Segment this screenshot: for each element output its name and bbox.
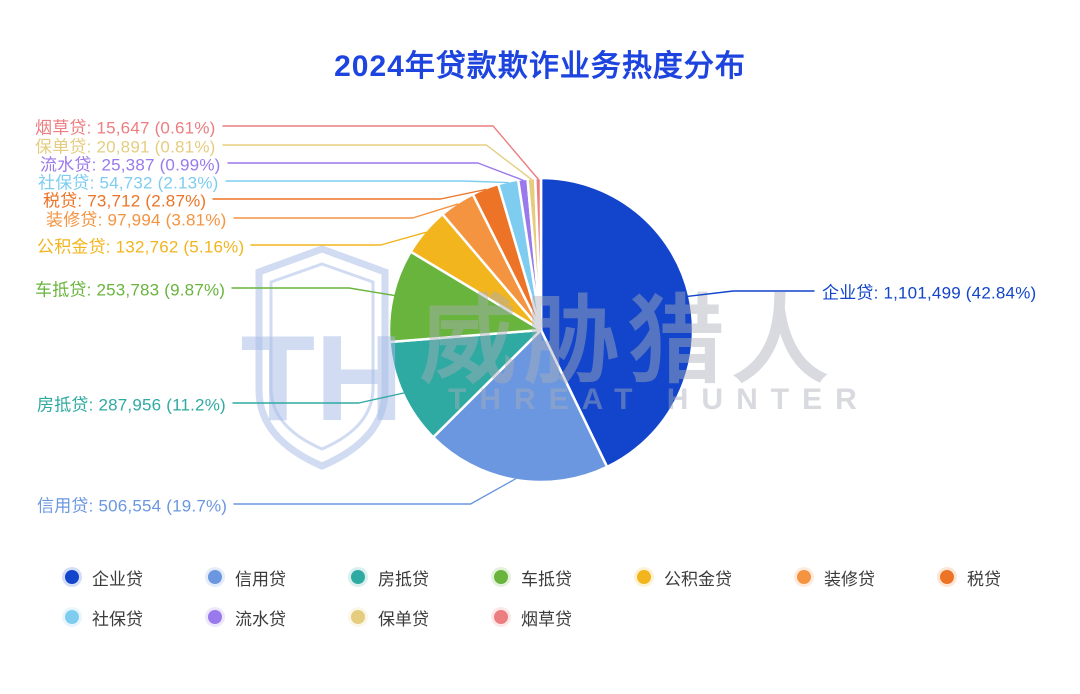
legend-label: 车抵贷 — [521, 569, 572, 589]
label-line-7 — [225, 180, 509, 184]
legend-dot — [351, 610, 365, 624]
slice-label-7: 社保贷: 54,732 (2.13%) — [38, 173, 219, 193]
legend-dot — [65, 570, 79, 584]
legend-dot — [208, 610, 222, 624]
legend-label: 烟草贷 — [521, 609, 572, 629]
legend-item-2[interactable]: 房抵贷 — [351, 565, 429, 590]
legend-row: 企业贷 信用贷 房抵贷 车抵贷 公积金贷 装修贷 税贷 — [0, 557, 1080, 597]
legend-dot — [494, 570, 508, 584]
legend-item-6[interactable]: 税贷 — [940, 565, 1001, 590]
slice-label-1: 信用贷: 506,554 (19.7%) — [37, 496, 228, 516]
chart-title: 2024年贷款欺诈业务热度分布 — [334, 50, 746, 83]
pie-slice-1[interactable] — [431, 328, 609, 484]
slice-label-8: 流水贷: 25,387 (0.99%) — [40, 155, 221, 175]
legend-item-1[interactable]: 信用贷 — [208, 565, 286, 590]
slice-label-5: 装修贷: 97,994 (3.81%) — [46, 210, 227, 230]
legend-label: 装修贷 — [824, 569, 875, 589]
legend-label: 企业贷 — [92, 569, 143, 589]
legend-dot — [797, 570, 811, 584]
label-line-9 — [222, 144, 533, 181]
label-line-2 — [232, 392, 405, 404]
legend-dot — [351, 570, 365, 584]
legend-item-8[interactable]: 流水贷 — [208, 605, 286, 630]
label-line-3 — [231, 287, 395, 297]
slice-label-4: 公积金贷: 132,762 (5.16%) — [37, 237, 245, 257]
watermark-shield-inner — [269, 262, 375, 451]
legend-label: 流水贷 — [235, 609, 286, 629]
legend-label: 房抵贷 — [378, 569, 429, 589]
watermark-shield-outline — [255, 245, 389, 470]
legend-item-7[interactable]: 社保贷 — [65, 605, 143, 630]
legend-item-10[interactable]: 烟草贷 — [494, 605, 572, 630]
slice-label-3: 车抵贷: 253,783 (9.87%) — [35, 280, 226, 300]
legend-item-5[interactable]: 装修贷 — [797, 565, 875, 590]
watermark-monogram: TH — [241, 310, 404, 446]
slice-label-6: 税贷: 73,712 (2.87%) — [43, 191, 207, 211]
legend-label: 保单贷 — [378, 609, 429, 629]
label-line-1 — [233, 478, 517, 505]
legend-row: 社保贷 流水贷 保单贷 烟草贷 — [0, 597, 1080, 637]
label-lines — [212, 125, 815, 505]
slice-label-2: 房抵贷: 287,956 (11.2%) — [37, 395, 226, 415]
legend-label: 社保贷 — [92, 609, 143, 629]
legend-dot — [637, 570, 651, 584]
legend-label: 税贷 — [967, 569, 1001, 589]
label-line-4 — [250, 231, 427, 246]
legend-label: 公积金贷 — [664, 569, 732, 589]
slice-label-0: 企业贷: 1,101,499 (42.84%) — [822, 283, 1037, 303]
legend: 企业贷 信用贷 房抵贷 车抵贷 公积金贷 装修贷 税贷社保贷 流水贷 保单贷 烟草贷 — [0, 557, 1080, 637]
legend-dot — [494, 610, 508, 624]
label-line-0 — [687, 290, 815, 297]
slice-label-9: 保单贷: 20,891 (0.81%) — [35, 137, 216, 157]
legend-label: 信用贷 — [235, 569, 286, 589]
legend-item-9[interactable]: 保单贷 — [351, 605, 429, 630]
watermark-en-text: THREAT HUNTER — [448, 383, 870, 416]
legend-dot — [940, 570, 954, 584]
watermark-cn-text: 威胁猎人 — [420, 288, 836, 395]
label-line-8 — [227, 162, 524, 181]
legend-item-3[interactable]: 车抵贷 — [494, 565, 572, 590]
label-line-10 — [222, 125, 539, 180]
legend-item-0[interactable]: 企业贷 — [65, 565, 143, 590]
legend-dot — [65, 610, 79, 624]
label-line-5 — [233, 203, 459, 219]
legend-dot — [208, 570, 222, 584]
label-line-6 — [212, 188, 487, 200]
legend-item-4[interactable]: 公积金贷 — [637, 565, 732, 590]
slice-label-10: 烟草贷: 15,647 (0.61%) — [35, 118, 216, 138]
